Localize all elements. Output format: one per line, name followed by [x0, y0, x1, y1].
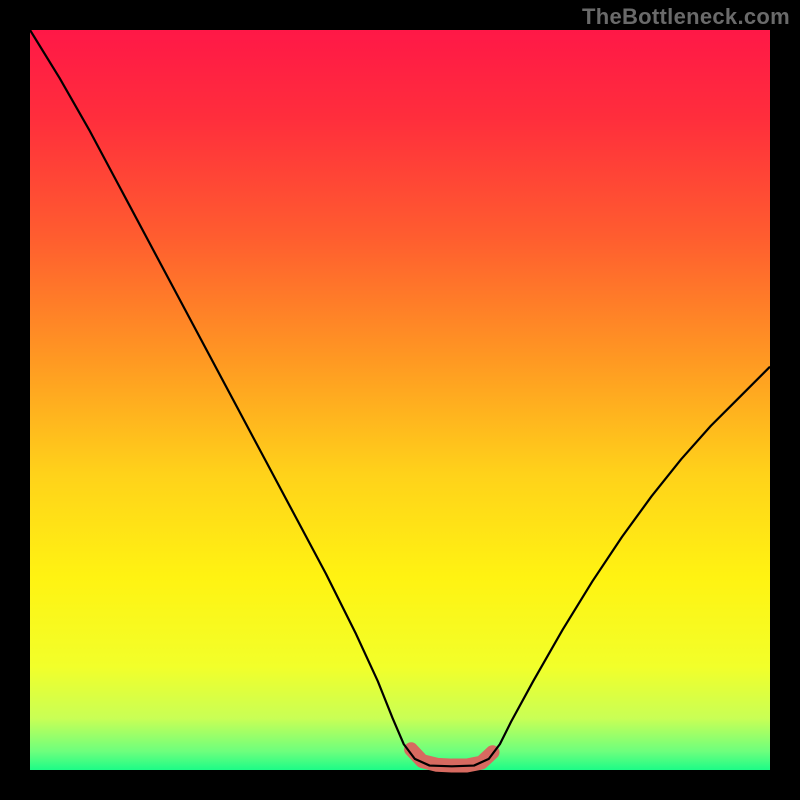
- chart-plot-background: [30, 30, 770, 770]
- bottleneck-chart: TheBottleneck.com: [0, 0, 800, 800]
- chart-svg: [0, 0, 800, 800]
- watermark-text: TheBottleneck.com: [582, 4, 790, 30]
